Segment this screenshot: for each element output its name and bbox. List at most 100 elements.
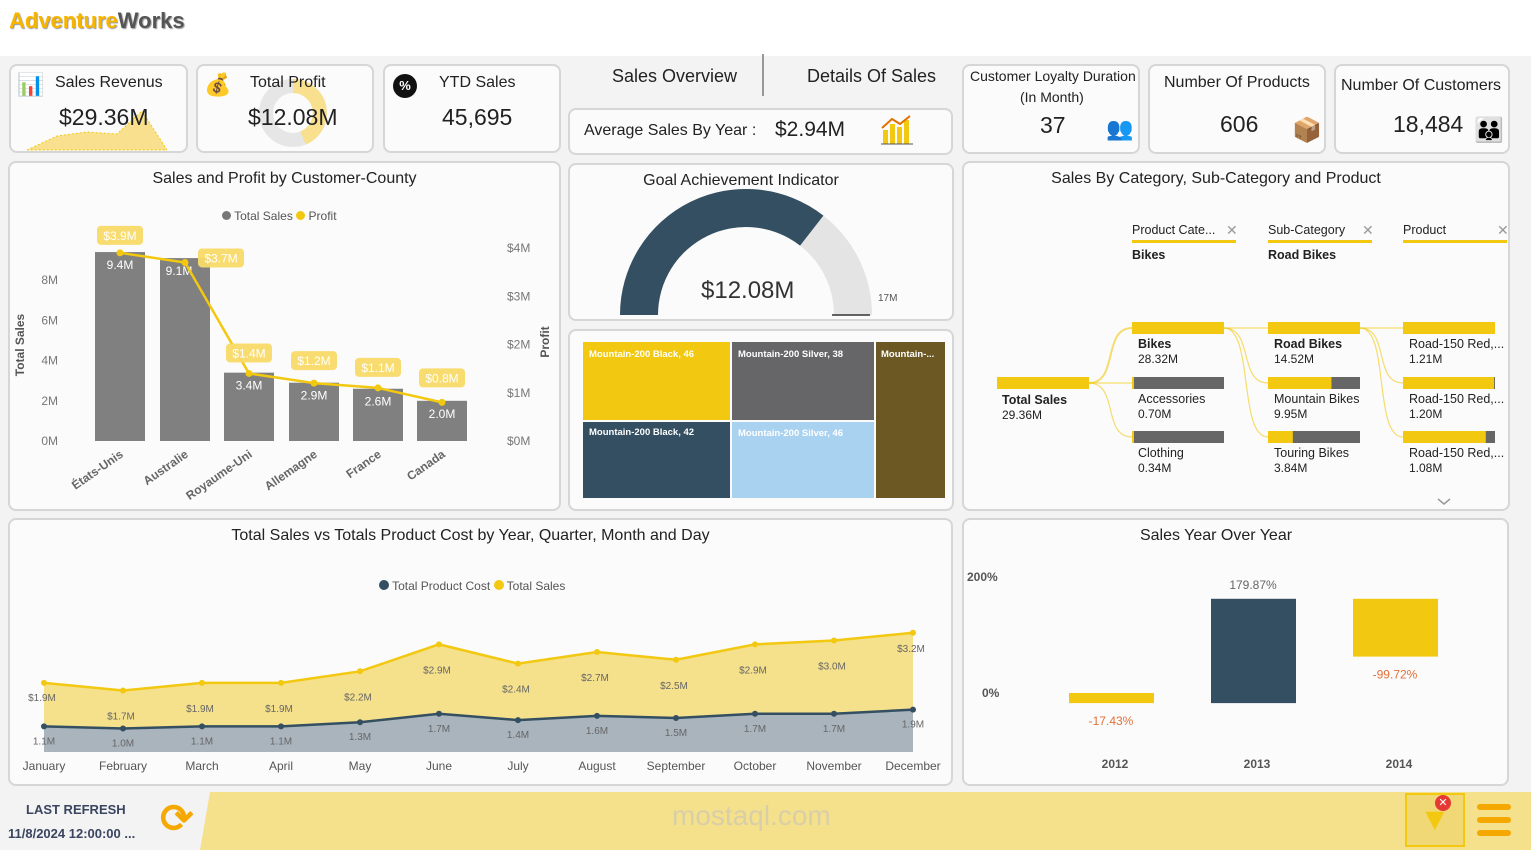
cost-point	[41, 723, 47, 730]
cost-point	[120, 725, 126, 732]
kpi-loyalty: Customer Loyalty Duration (In Month) 37 …	[962, 64, 1140, 154]
node-value: 1.20M	[1409, 407, 1442, 421]
panel-title: Sales By Category, Sub-Category and Prod…	[1051, 170, 1381, 187]
bar	[160, 258, 210, 441]
sales-label: $1.9M	[186, 704, 214, 715]
kpi-label: Number Of Products	[1164, 74, 1310, 91]
bar	[95, 252, 145, 441]
cost-label: 1.1M	[33, 736, 55, 747]
x-tick: 2014	[1386, 757, 1413, 771]
bar-label: 9.1M	[166, 264, 193, 278]
tab-sales-overview[interactable]: Sales Overview	[612, 66, 738, 86]
sales-point	[41, 679, 47, 686]
cost-label: 1.4M	[507, 730, 529, 741]
y2-tick: $3M	[507, 289, 530, 303]
gauge-max: 17M	[878, 293, 898, 304]
treemap-tile[interactable]: Mountain-200 Black, 42	[583, 422, 730, 498]
legend-label: Total Sales	[506, 579, 566, 593]
y-axis-label: Total Sales	[13, 313, 27, 376]
cost-point	[673, 715, 679, 721]
node-value: 0.70M	[1138, 407, 1171, 421]
bar	[224, 372, 274, 441]
cost-label: 1.0M	[112, 739, 134, 750]
sales-point	[436, 641, 442, 648]
decomposition-tree: Product Cate... ✕ Bikes Sub-Category ✕ Road B…	[997, 222, 1509, 505]
node-name: Mountain Bikes	[1274, 392, 1359, 406]
x-tick: February	[99, 759, 147, 773]
data-label-bg	[97, 225, 143, 245]
bar-label: -99.72%	[1373, 668, 1418, 682]
sales-point	[357, 668, 363, 675]
sales-label: $3.2M	[897, 644, 925, 655]
sales-point	[831, 637, 837, 644]
kpi-value: 606	[1220, 111, 1259, 137]
profit-label: $1.2M	[297, 354, 330, 368]
cost-point	[831, 710, 837, 717]
kpi-value: $12.08M	[248, 104, 338, 130]
logo: AdventureWorks	[9, 8, 185, 34]
panel-title: Sales Year Over Year	[1139, 527, 1293, 544]
kpi-customers: Number Of Customers 18,484 👪	[1334, 64, 1510, 154]
sales-profit-chart: 0M 2M 4M 6M 8M $0M $1M $2M $3M $4M Total Sales Prof…	[13, 225, 552, 503]
sales-cost-area-chart: $1.9M $1.7M $1.9M $1.9M $2.2M $2.9M $2.4M $2.7M…	[23, 629, 941, 773]
x-tick: October	[734, 759, 777, 773]
legend: Total Sales Profit	[222, 209, 337, 223]
level-header: Product	[1403, 223, 1447, 237]
x-tick: June	[426, 759, 452, 773]
sales-label: $2.9M	[739, 665, 767, 676]
node-name: Road-150 Red,...	[1409, 392, 1504, 406]
legend-label: Total Product Cost	[392, 579, 491, 593]
kpi-label: Number Of Customers	[1341, 77, 1502, 94]
sales-label: $3.0M	[818, 662, 846, 673]
node-value: 1.21M	[1409, 352, 1442, 366]
bar-label: 2.9M	[301, 389, 328, 403]
sales-label: $2.5M	[660, 681, 688, 692]
node-value: 9.95M	[1274, 407, 1307, 421]
kpi-total-profit: 💰 Total Profit $12.08M	[196, 64, 374, 153]
kpi-sales-revenue: 📊 Sales Revenus $29.36M	[9, 64, 188, 153]
header-underline	[1403, 240, 1507, 243]
kpi-products: Number Of Products 606 📦	[1148, 64, 1326, 154]
node-bar	[997, 377, 1089, 389]
sales-point	[910, 629, 916, 636]
clear-filters-button[interactable]: ▼ ✕	[1405, 793, 1465, 847]
header	[0, 0, 1531, 56]
x-tick: September	[647, 759, 706, 773]
kpi-value: $29.36M	[59, 104, 149, 130]
profit-point	[310, 379, 318, 387]
sales-label: $1.9M	[265, 704, 293, 715]
node-bar	[1132, 377, 1134, 389]
legend-dot-sales	[493, 580, 504, 590]
treemap-tile[interactable]: Mountain-...	[876, 342, 945, 498]
x-tick: December	[885, 759, 940, 773]
node-name: Accessories	[1138, 392, 1205, 406]
tab-details-of-sales[interactable]: Details Of Sales	[807, 66, 937, 86]
bar	[417, 400, 467, 441]
y-tick: 0%	[982, 686, 1000, 700]
menu-icon[interactable]	[1477, 804, 1511, 836]
treemap-tile[interactable]: Mountain-200 Black, 46	[583, 342, 730, 420]
node-name: Road Bikes	[1274, 337, 1342, 351]
node-bar-bg	[1132, 431, 1224, 443]
tile-label: Mountain-200 Black, 42	[589, 427, 695, 438]
profit-point	[438, 398, 446, 406]
kpi-label: (In Month)	[1020, 89, 1084, 105]
gauge-value: $12.08M	[701, 277, 795, 304]
cost-line	[43, 708, 914, 730]
sales-label: $1.9M	[28, 693, 56, 704]
cost-label: 1.7M	[823, 724, 845, 735]
refresh-time: 11/8/2024 12:00:00 ...	[8, 826, 136, 841]
connector	[1359, 327, 1404, 384]
nav-divider	[762, 54, 764, 96]
cost-label: 1.5M	[665, 728, 687, 739]
data-label-bg	[198, 248, 244, 268]
refresh-icon[interactable]: ⟳	[160, 797, 194, 841]
node-value: 0.34M	[1138, 461, 1171, 475]
refresh-label: LAST REFRESH	[26, 802, 126, 817]
node-value: 29.36M	[1002, 408, 1042, 422]
cost-label: 1.6M	[586, 726, 608, 737]
people-hand-icon: 👥	[1106, 116, 1134, 141]
cost-point	[357, 719, 363, 726]
treemap-tile[interactable]: Mountain-200 Silver, 38	[732, 342, 874, 420]
treemap-tile[interactable]: Mountain-200 Silver, 46	[732, 422, 874, 498]
